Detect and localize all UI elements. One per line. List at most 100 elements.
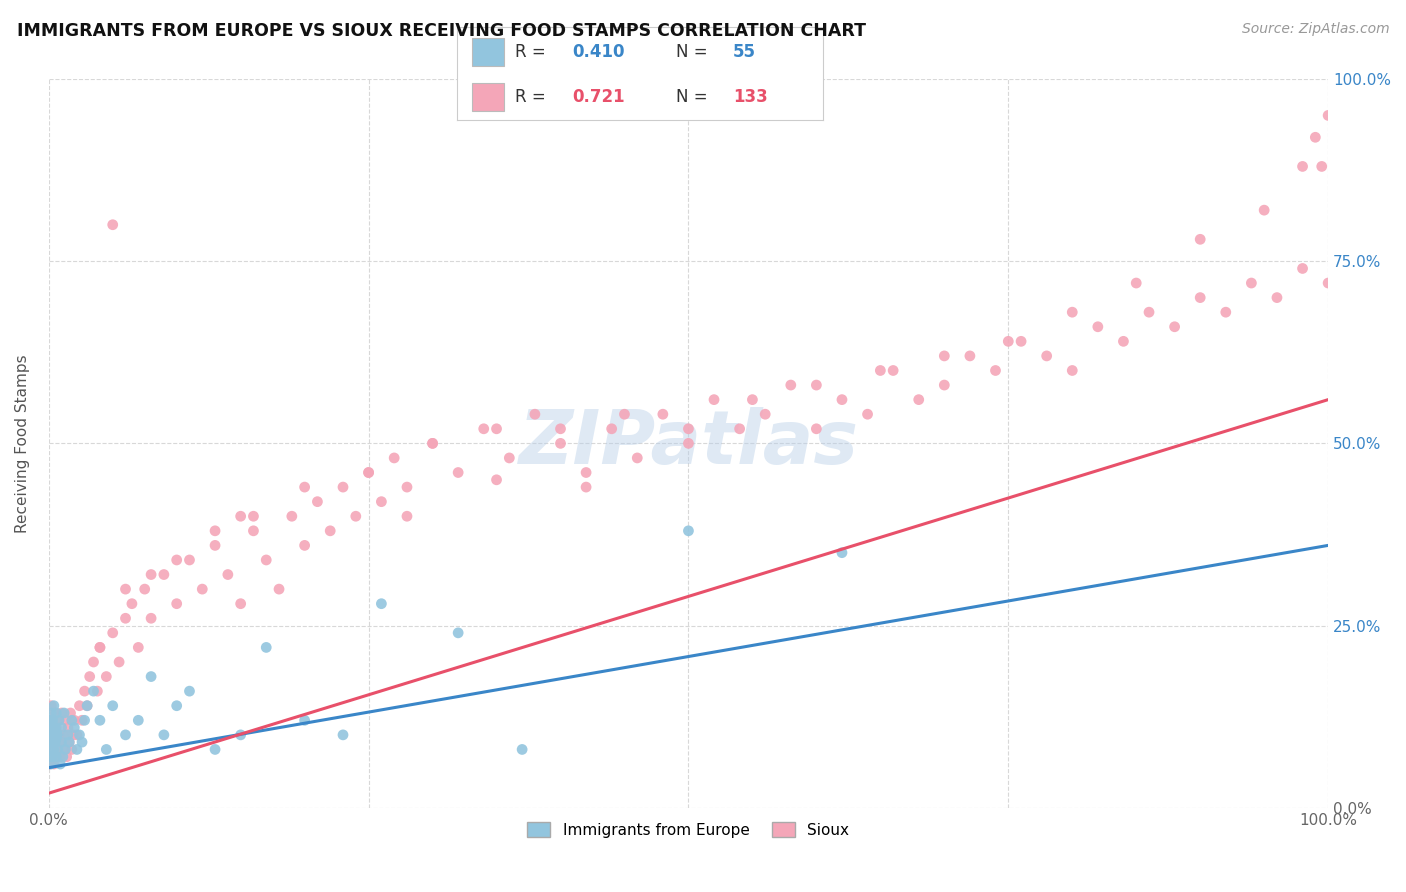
Point — [39, 721, 62, 735]
Point — [523, 407, 546, 421]
Point — [575, 466, 598, 480]
Point — [166, 597, 188, 611]
Point — [39, 714, 62, 728]
Point — [114, 728, 136, 742]
Point — [134, 582, 156, 596]
Point — [370, 597, 392, 611]
Point — [422, 436, 444, 450]
Point — [41, 742, 63, 756]
Text: N =: N = — [676, 43, 713, 61]
Point — [58, 735, 80, 749]
Point — [73, 684, 96, 698]
Point — [959, 349, 981, 363]
Point — [44, 706, 66, 720]
Point — [510, 742, 533, 756]
Point — [39, 728, 62, 742]
Point — [66, 728, 89, 742]
Point — [1189, 291, 1212, 305]
Point — [229, 728, 252, 742]
Point — [1240, 276, 1263, 290]
Point — [1253, 203, 1275, 218]
Text: Source: ZipAtlas.com: Source: ZipAtlas.com — [1241, 22, 1389, 37]
Point — [179, 684, 201, 698]
Point — [56, 721, 79, 735]
Point — [395, 480, 418, 494]
Point — [1291, 261, 1313, 276]
Point — [907, 392, 929, 407]
Point — [49, 749, 72, 764]
Point — [121, 597, 143, 611]
Point — [49, 757, 72, 772]
Point — [678, 422, 700, 436]
Point — [1137, 305, 1160, 319]
Point — [41, 749, 63, 764]
Point — [1317, 276, 1340, 290]
Point — [1112, 334, 1135, 349]
Point — [39, 735, 62, 749]
Point — [42, 721, 65, 735]
Point — [166, 553, 188, 567]
Point — [934, 378, 956, 392]
Point — [1291, 160, 1313, 174]
Point — [575, 480, 598, 494]
Point — [39, 735, 62, 749]
Point — [395, 509, 418, 524]
Point — [41, 714, 63, 728]
Point — [319, 524, 342, 538]
Point — [242, 524, 264, 538]
Point — [485, 473, 508, 487]
Point — [550, 436, 572, 450]
Point — [600, 422, 623, 436]
Point — [42, 757, 65, 772]
Point — [882, 363, 904, 377]
Point — [108, 655, 131, 669]
Point — [613, 407, 636, 421]
Point — [101, 698, 124, 713]
Point — [485, 422, 508, 436]
Point — [472, 422, 495, 436]
Point — [69, 728, 91, 742]
Point — [703, 392, 725, 407]
Point — [153, 567, 176, 582]
Point — [42, 742, 65, 756]
Point — [39, 742, 62, 756]
Point — [550, 422, 572, 436]
Point — [62, 728, 84, 742]
Point — [1035, 349, 1057, 363]
Point — [806, 422, 828, 436]
Point — [229, 597, 252, 611]
Point — [46, 742, 69, 756]
Point — [39, 706, 62, 720]
Text: ZIPatlas: ZIPatlas — [519, 407, 859, 480]
Point — [55, 714, 77, 728]
Point — [382, 450, 405, 465]
Point — [779, 378, 801, 392]
Point — [66, 742, 89, 756]
Point — [204, 538, 226, 552]
Point — [39, 698, 62, 713]
Point — [60, 714, 83, 728]
Point — [754, 407, 776, 421]
Point — [294, 538, 316, 552]
Point — [139, 669, 162, 683]
Point — [55, 749, 77, 764]
Point — [332, 480, 354, 494]
Point — [55, 742, 77, 756]
Point — [69, 698, 91, 713]
Point — [831, 546, 853, 560]
Point — [127, 640, 149, 655]
Point — [53, 742, 76, 756]
Point — [86, 684, 108, 698]
Point — [53, 706, 76, 720]
Point — [294, 714, 316, 728]
Text: 133: 133 — [733, 88, 768, 106]
Point — [96, 742, 118, 756]
Point — [357, 466, 380, 480]
Point — [45, 721, 67, 735]
Point — [44, 735, 66, 749]
Point — [76, 698, 98, 713]
Point — [166, 698, 188, 713]
Point — [1062, 363, 1084, 377]
Point — [153, 728, 176, 742]
Point — [267, 582, 290, 596]
